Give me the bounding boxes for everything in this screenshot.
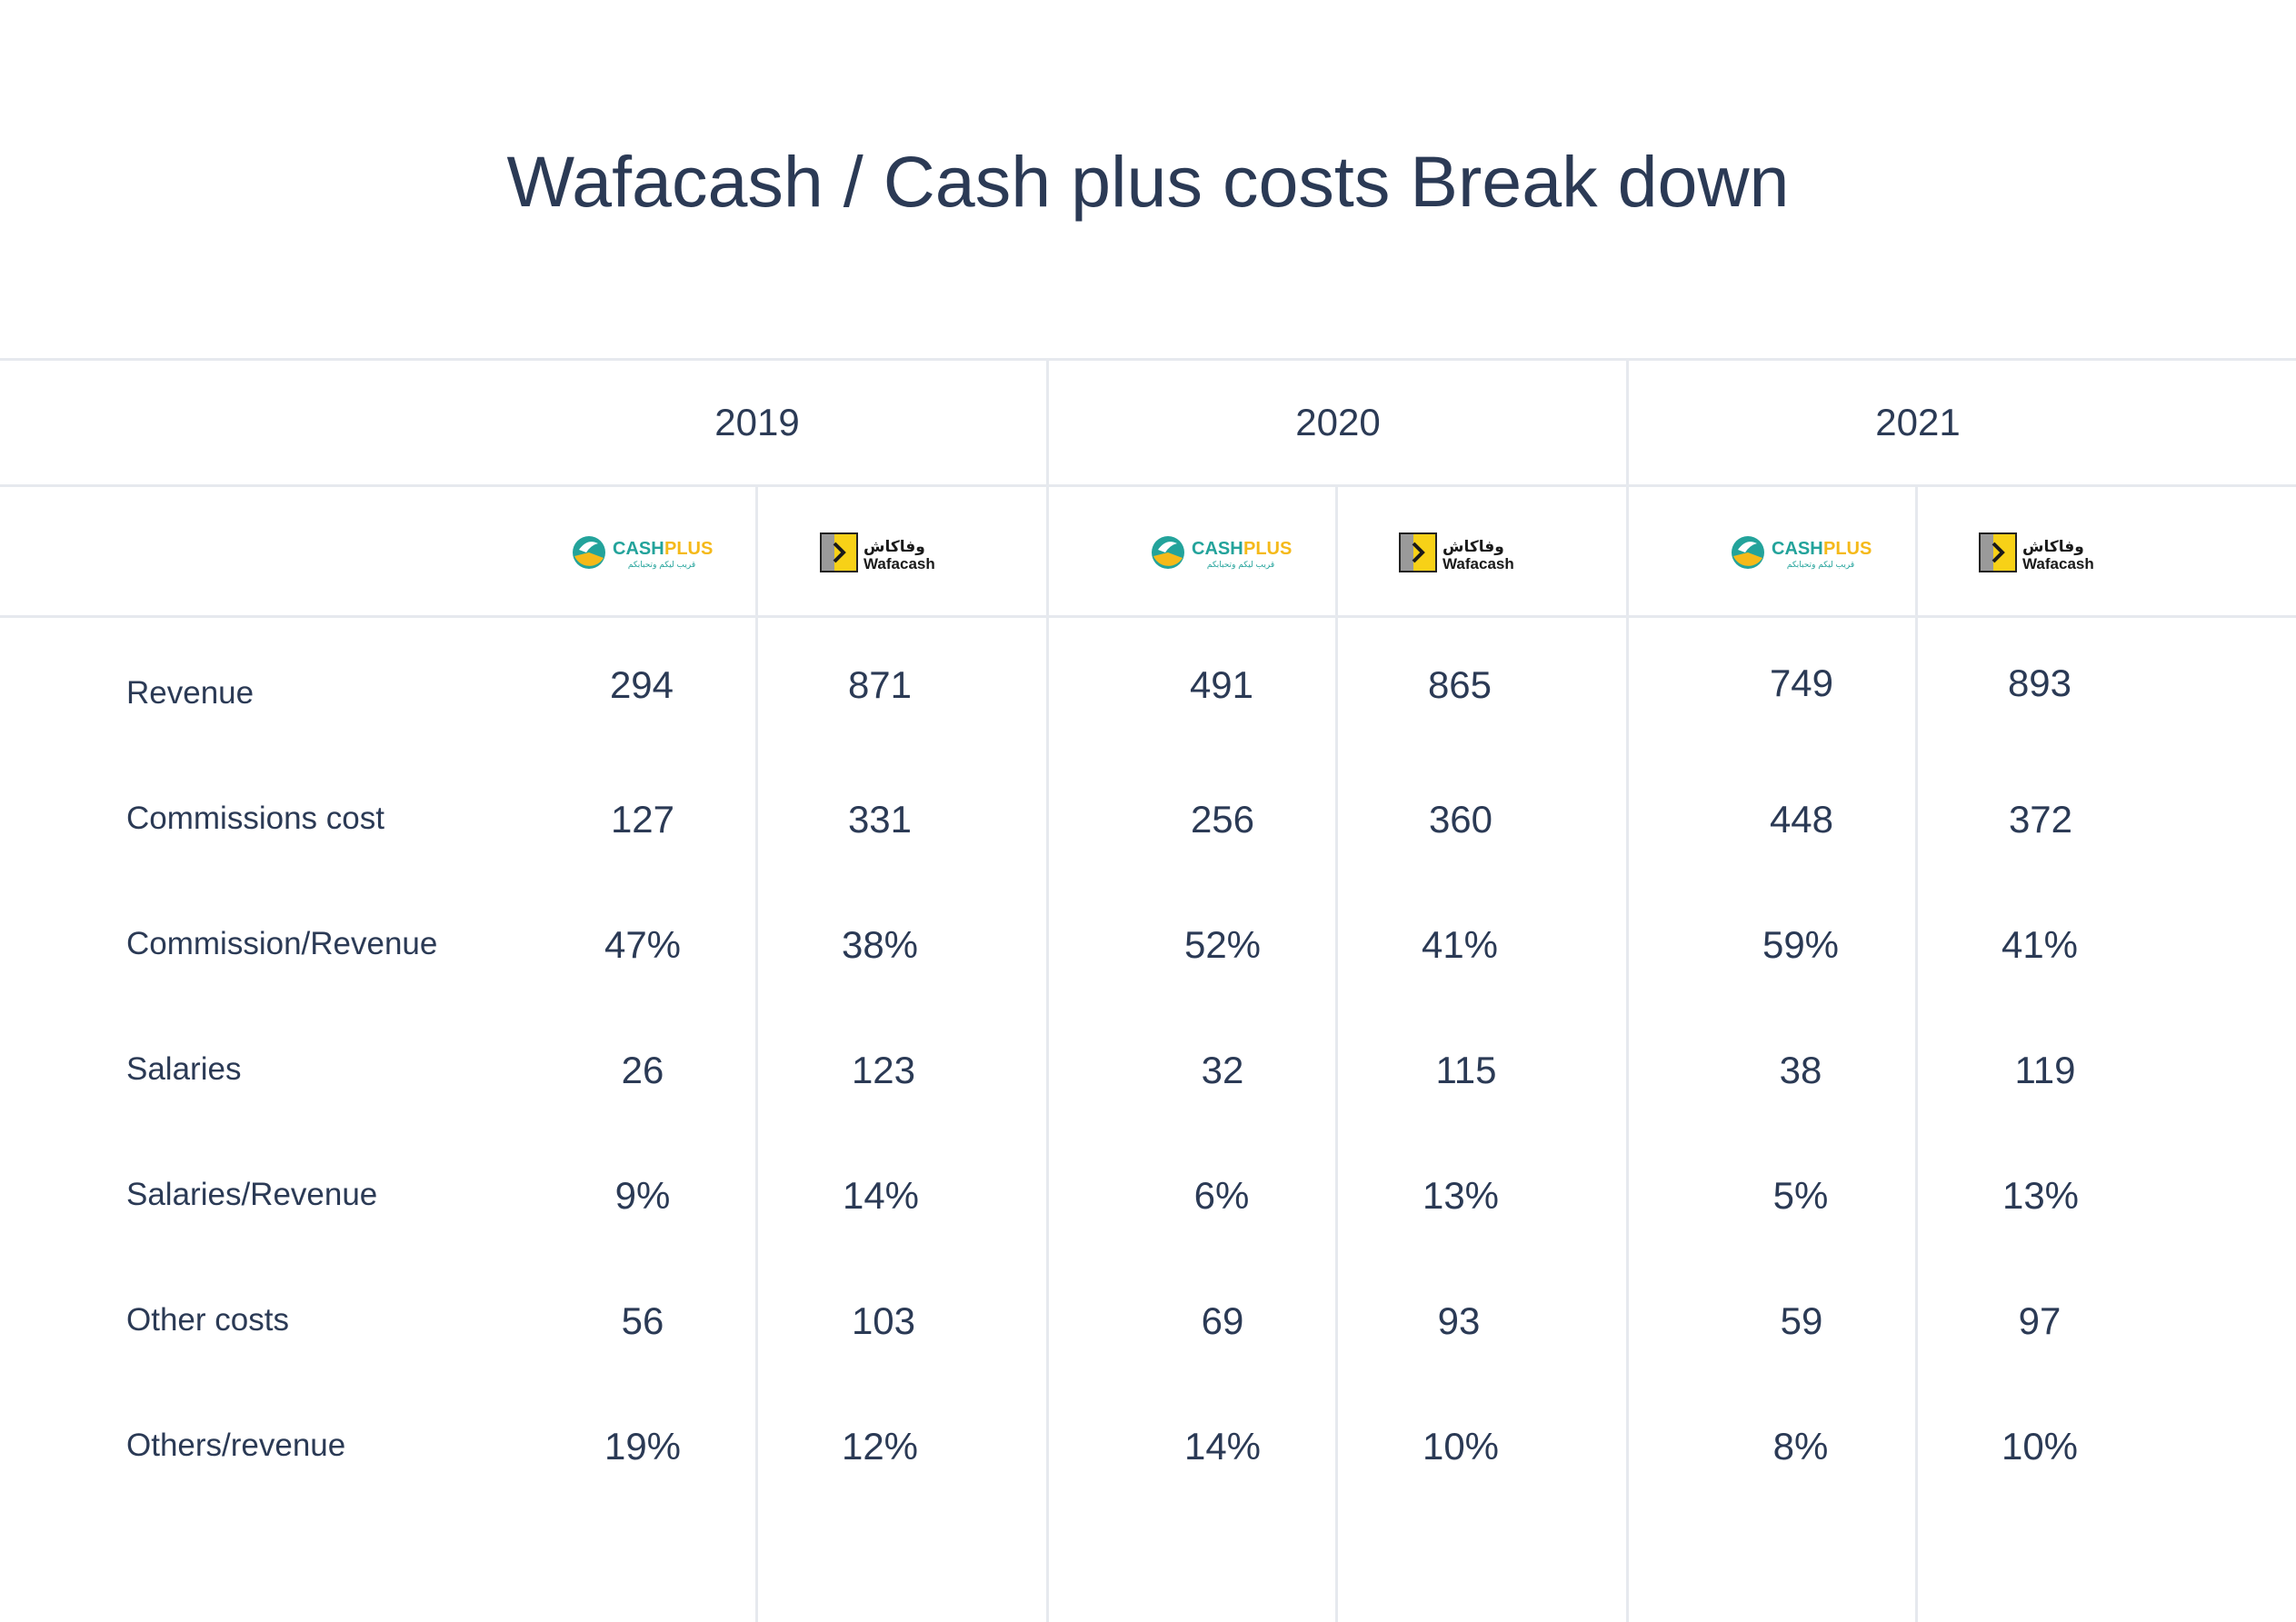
logo-header-divider [0,615,2296,618]
year-header-2020: 2020 [1295,401,1381,443]
svg-text:Wafacash: Wafacash [1442,555,1514,572]
cell-salaries-ratio-2020-cashplus: 6% [1193,1174,1250,1217]
cashplus-logo-2019: CASH PLUS قريب ليكم وتحبابكم [571,525,716,580]
cashplus-logo-mark: CASH PLUS قريب ليكم وتحبابكم [573,536,713,570]
cell-commissions-2021-cashplus: 448 [1769,798,1834,841]
cell-commission-ratio-2021-wafacash: 41% [2001,923,2079,966]
cell-salaries-2019-cashplus: 26 [621,1049,664,1091]
svg-text:Wafacash: Wafacash [2022,555,2094,572]
cell-salaries-2019-wafacash: 123 [851,1049,916,1091]
cell-salaries-2021-wafacash: 119 [2014,1049,2076,1091]
cell-revenue-2021-cashplus: 749 [1769,662,1834,704]
wafacash-logo-2019: وفاكاش Wafacash [820,525,947,580]
cell-other-costs-2019-cashplus: 56 [621,1299,664,1342]
column-divider-2019-2020 [1046,358,1049,1622]
svg-text:PLUS: PLUS [1243,539,1292,559]
column-divider-2020 [1335,484,1338,1622]
cell-salaries-2021-cashplus: 38 [1779,1049,1822,1091]
cell-salaries-ratio-2019-wafacash: 14% [842,1174,920,1217]
cell-salaries-ratio-2021-wafacash: 13% [2002,1174,2080,1217]
svg-text:قريب ليكم وتحبابكم: قريب ليكم وتحبابكم [1787,561,1854,570]
svg-text:وفاكاش: وفاكاش [2022,538,2084,556]
svg-text:قريب ليكم وتحبابكم: قريب ليكم وتحبابكم [1207,561,1274,570]
wafacash-logo-2021: وفاكاش Wafacash [1979,525,2106,580]
cell-salaries-2020-wafacash: 115 [1435,1049,1497,1091]
cell-commission-ratio-2021-cashplus: 59% [1762,923,1840,966]
cashplus-logo-mark: CASH PLUS قريب ليكم وتحبابكم [1732,536,1872,570]
column-divider-2019 [755,484,758,1622]
column-divider-2020-2021 [1626,358,1629,1622]
svg-text:وفاكاش: وفاكاش [863,538,925,556]
cell-commission-ratio-2020-cashplus: 52% [1183,923,1262,966]
row-label-commissions-cost: Commissions cost [126,801,384,836]
cell-commission-ratio-2019-cashplus: 47% [604,923,682,966]
cell-others-ratio-2020-cashplus: 14% [1183,1425,1262,1468]
cell-salaries-ratio-2021-cashplus: 5% [1772,1174,1829,1217]
wafacash-logo-2020: وفاكاش Wafacash [1399,525,1526,580]
row-label-salaries-revenue: Salaries/Revenue [126,1177,378,1212]
cell-other-costs-2021-cashplus: 59 [1780,1299,1823,1342]
row-label-revenue: Revenue [126,675,255,711]
cell-salaries-ratio-2019-cashplus: 9% [614,1174,671,1217]
cell-revenue-2019-wafacash: 871 [847,663,913,706]
cell-salaries-ratio-2020-wafacash: 13% [1422,1174,1500,1217]
cell-commission-ratio-2020-wafacash: 41% [1421,923,1499,966]
cashplus-logo-mark: CASH PLUS قريب ليكم وتحبابكم [1152,536,1292,570]
row-label-other-costs: Other costs [126,1302,289,1338]
row-label-commission-revenue: Commission/Revenue [126,926,438,961]
cell-salaries-2020-cashplus: 32 [1201,1049,1244,1091]
cell-others-ratio-2019-cashplus: 19% [604,1425,682,1468]
row-label-others-revenue: Others/revenue [126,1428,346,1463]
cashplus-logo-2020: CASH PLUS قريب ليكم وتحبابكم [1150,525,1295,580]
svg-text:CASH: CASH [613,539,664,559]
cell-other-costs-2021-wafacash: 97 [2018,1299,2061,1342]
cashplus-logo-2021: CASH PLUS قريب ليكم وتحبابكم [1730,525,1875,580]
cell-other-costs-2020-cashplus: 69 [1201,1299,1244,1342]
cell-commissions-2019-wafacash: 331 [847,798,913,841]
cell-revenue-2021-wafacash: 893 [2007,662,2072,704]
cell-commissions-2021-wafacash: 372 [2008,798,2073,841]
cell-others-ratio-2020-wafacash: 10% [1422,1425,1500,1468]
page-title: Wafacash / Cash plus costs Break down [506,141,1790,222]
svg-text:CASH: CASH [1192,539,1243,559]
year-header-2019: 2019 [714,401,800,443]
cell-commissions-2020-wafacash: 360 [1428,798,1493,841]
table-top-divider [0,358,2296,361]
cell-commissions-2019-cashplus: 127 [610,798,675,841]
cell-others-ratio-2021-wafacash: 10% [2001,1425,2079,1468]
year-header-divider [0,484,2296,487]
cell-others-ratio-2021-cashplus: 8% [1772,1425,1829,1468]
year-header-2021: 2021 [1875,401,1961,443]
column-divider-2021 [1915,484,1918,1622]
svg-text:Wafacash: Wafacash [863,555,935,572]
svg-text:PLUS: PLUS [1823,539,1872,559]
row-label-salaries: Salaries [126,1051,242,1087]
cell-revenue-2020-wafacash: 865 [1427,663,1492,706]
svg-text:PLUS: PLUS [664,539,713,559]
cell-others-ratio-2019-wafacash: 12% [841,1425,919,1468]
cell-other-costs-2019-wafacash: 103 [851,1299,916,1342]
cell-revenue-2020-cashplus: 491 [1189,663,1254,706]
svg-text:قريب ليكم وتحبابكم: قريب ليكم وتحبابكم [628,561,695,570]
cell-commissions-2020-cashplus: 256 [1190,798,1255,841]
svg-text:وفاكاش: وفاكاش [1442,538,1504,556]
cell-revenue-2019-cashplus: 294 [609,663,674,706]
svg-text:CASH: CASH [1772,539,1823,559]
cell-other-costs-2020-wafacash: 93 [1437,1299,1481,1342]
cell-commission-ratio-2019-wafacash: 38% [841,923,919,966]
